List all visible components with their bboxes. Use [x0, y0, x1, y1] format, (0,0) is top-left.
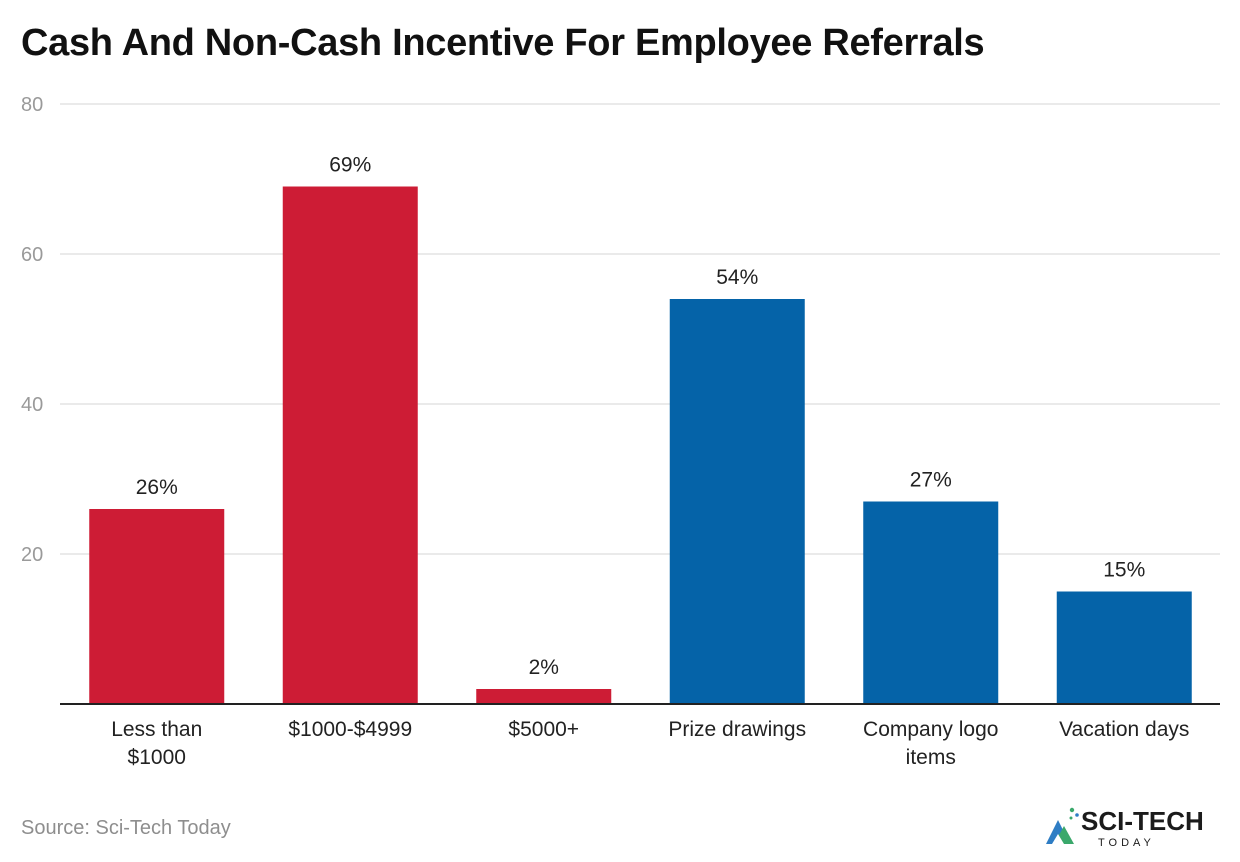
logo-text: SCI-TECH: [1081, 806, 1204, 836]
x-tick-label: Less than $1000: [111, 718, 202, 769]
x-axis-ticks: Less than $1000 $1000-$4999 $5000+ Prize dra…: [111, 718, 1189, 769]
source-note: Source: Sci-Tech Today: [21, 817, 231, 839]
bar: [282, 186, 418, 704]
bar: [1056, 591, 1192, 704]
data-labels: 26% 69% 2% 54% 27% 15%: [136, 154, 1146, 680]
bar: [863, 501, 999, 704]
logo-subtext: TODAY: [1098, 837, 1155, 849]
y-axis-ticks: 20 40 60 80: [21, 94, 43, 566]
x-tick-label: $1000-$4999: [288, 718, 412, 741]
x-tick-label: $5000+: [508, 718, 579, 741]
logo-mark-icon: [1046, 807, 1079, 844]
data-label: 15%: [1103, 559, 1145, 582]
y-tick-label: 80: [21, 94, 43, 116]
data-label: 2%: [529, 656, 559, 679]
x-tick-label: Vacation days: [1059, 718, 1189, 741]
x-tick-label: Prize drawings: [668, 718, 806, 741]
chart-title: Cash And Non-Cash Incentive For Employee…: [21, 22, 985, 64]
data-label: 54%: [716, 266, 758, 289]
y-tick-label: 60: [21, 244, 43, 266]
x-tick-label: Company logo items: [863, 718, 998, 769]
data-label: 26%: [136, 476, 178, 499]
bar: [669, 299, 805, 704]
y-tick-label: 20: [21, 544, 43, 566]
y-tick-label: 40: [21, 394, 43, 416]
gridlines: [60, 103, 1220, 555]
data-label: 27%: [910, 469, 952, 492]
data-label: 69%: [329, 154, 371, 177]
bar: [89, 509, 225, 704]
bars: [89, 186, 1192, 704]
bar: [476, 689, 612, 704]
sci-tech-today-logo: SCI-TECH TODAY: [1046, 806, 1204, 849]
bar-chart: 20 40 60 80 26% 69% 2% 54% 27% 15% Less than $100…: [21, 94, 1220, 769]
